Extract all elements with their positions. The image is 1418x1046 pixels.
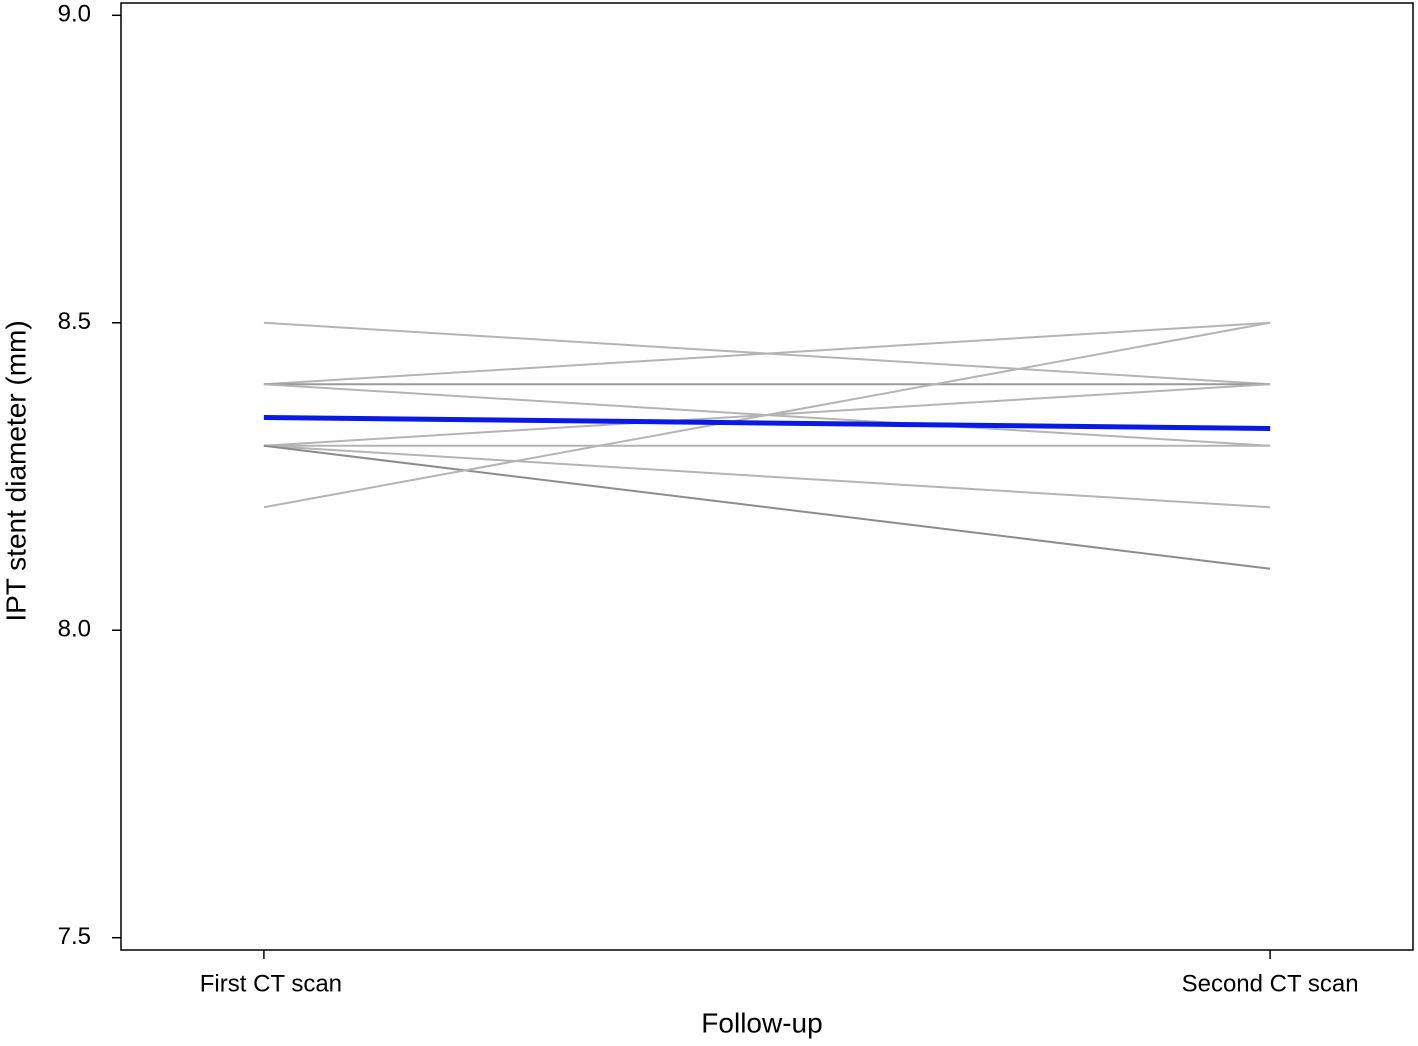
y-tick-label: 7.5	[58, 923, 91, 950]
x-axis-title: Follow-up	[701, 1007, 822, 1038]
y-axis-title: IPT stent diameter (mm)	[0, 320, 31, 621]
y-tick-label: 8.0	[58, 616, 91, 643]
subject-line	[263, 444, 1271, 570]
y-tick-label: 8.5	[58, 308, 91, 335]
x-tick-label: Second CT scan	[1182, 970, 1359, 997]
y-tick-label: 9.0	[58, 1, 91, 28]
plot-frame	[120, 2, 1414, 951]
subject-line	[263, 321, 1271, 509]
mean-line	[263, 414, 1271, 432]
subject-line	[263, 444, 1271, 509]
x-tick-label: First CT scan	[200, 970, 342, 997]
subject-line	[263, 321, 1271, 386]
